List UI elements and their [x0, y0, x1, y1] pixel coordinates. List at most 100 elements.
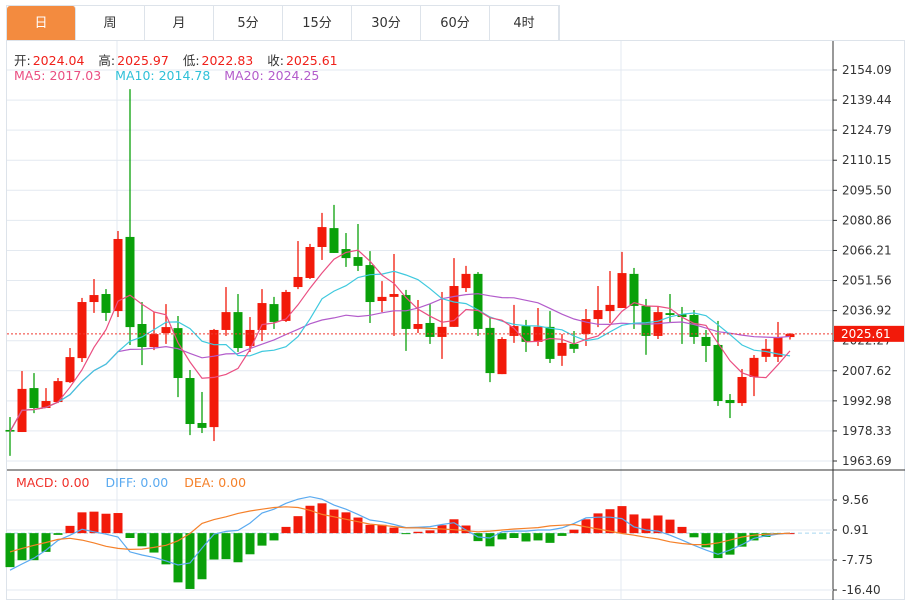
- candle-body: [701, 336, 711, 346]
- candle-body: [785, 333, 795, 338]
- macd-bar: [521, 533, 531, 542]
- candle-body: [77, 302, 87, 359]
- dea-line: [9, 506, 791, 553]
- candle: [365, 251, 375, 323]
- candle-body: [605, 304, 615, 312]
- tab-6[interactable]: 60分: [421, 6, 490, 41]
- candle: [497, 337, 507, 375]
- candle: [377, 281, 387, 313]
- macd-bar: [365, 524, 375, 534]
- candle: [197, 391, 207, 434]
- candle-body: [101, 294, 111, 313]
- macd-bar: [701, 533, 711, 548]
- candle: [425, 304, 435, 344]
- candle: [689, 310, 699, 344]
- macd-bar: [449, 519, 459, 534]
- price-tick-label: 1963.69: [842, 454, 892, 468]
- candle-body: [545, 326, 555, 359]
- candle-body: [509, 326, 519, 336]
- macd-bar: [401, 533, 411, 535]
- candle: [773, 321, 783, 362]
- candle: [113, 230, 123, 318]
- macd-value: MACD: 0.00: [16, 475, 90, 490]
- candle-body: [473, 273, 483, 329]
- candle-body: [245, 329, 255, 346]
- tab-5[interactable]: 30分: [352, 6, 421, 41]
- candle: [5, 417, 15, 456]
- macd-bar: [17, 533, 27, 561]
- candle-body: [41, 401, 51, 408]
- candle: [125, 89, 135, 345]
- macd-bar: [185, 533, 195, 589]
- candle-body: [281, 291, 291, 321]
- ma20-legend: MA20: 2024.25: [224, 68, 320, 83]
- candle-body: [389, 294, 399, 297]
- candle-body: [413, 324, 423, 329]
- macd-bar: [509, 533, 519, 538]
- candle-body: [725, 399, 735, 404]
- candle: [749, 355, 759, 397]
- macd-bar: [737, 533, 747, 547]
- macd-bar: [557, 533, 567, 536]
- macd-bar: [233, 533, 243, 563]
- candle: [161, 304, 171, 344]
- macd-bar: [53, 533, 63, 535]
- macd-bar: [641, 518, 651, 534]
- candle: [485, 318, 495, 383]
- macd-bar: [353, 517, 363, 534]
- candle: [245, 317, 255, 352]
- candle-body: [497, 338, 507, 375]
- candle: [137, 302, 147, 366]
- candle-body: [221, 312, 231, 330]
- candle-body: [53, 381, 63, 403]
- candle: [281, 289, 291, 322]
- candle-body: [617, 273, 627, 308]
- tab-2[interactable]: 月: [145, 6, 214, 41]
- candle: [725, 394, 735, 419]
- low-label: 低:: [182, 53, 200, 68]
- candle-body: [665, 313, 675, 315]
- macd-bar: [617, 506, 627, 534]
- macd-tick-label: 0.91: [842, 523, 869, 537]
- macd-bar: [593, 513, 603, 534]
- macd-bar: [629, 514, 639, 534]
- candle: [629, 267, 639, 329]
- candle: [257, 289, 267, 342]
- current-price-label: 2025.61: [841, 327, 891, 341]
- macd-bar: [413, 531, 423, 534]
- candle-body: [197, 422, 207, 428]
- macd-bar: [281, 526, 291, 534]
- candle: [185, 370, 195, 436]
- price-tick-label: 2051.56: [842, 274, 892, 288]
- macd-bar: [653, 515, 663, 534]
- tab-3[interactable]: 5分: [214, 6, 283, 41]
- tab-7[interactable]: 4时: [490, 6, 559, 41]
- candle: [569, 330, 579, 353]
- tab-1[interactable]: 周: [76, 6, 145, 41]
- candle: [353, 223, 363, 272]
- candle: [701, 329, 711, 362]
- candle-body: [185, 378, 195, 425]
- macd-tick-label: 9.56: [842, 493, 869, 507]
- candle: [29, 373, 39, 414]
- candle: [233, 294, 243, 352]
- tab-4[interactable]: 15分: [283, 6, 352, 41]
- candle-body: [593, 310, 603, 320]
- candle: [713, 320, 723, 406]
- tab-0[interactable]: 日: [7, 6, 76, 41]
- candle-body: [461, 273, 471, 289]
- macd-bar: [125, 533, 135, 538]
- candle: [209, 328, 219, 442]
- candle-body: [485, 327, 495, 374]
- candle-body: [365, 265, 375, 303]
- high-value: 2025.97: [117, 53, 169, 68]
- macd-bar: [677, 526, 687, 534]
- ma5-line: [9, 249, 791, 432]
- candle: [641, 298, 651, 355]
- candle-body: [689, 314, 699, 337]
- close-label: 收:: [267, 53, 284, 68]
- price-tick-label: 2066.21: [842, 243, 892, 257]
- macd-bar: [305, 505, 315, 534]
- candle: [389, 253, 399, 336]
